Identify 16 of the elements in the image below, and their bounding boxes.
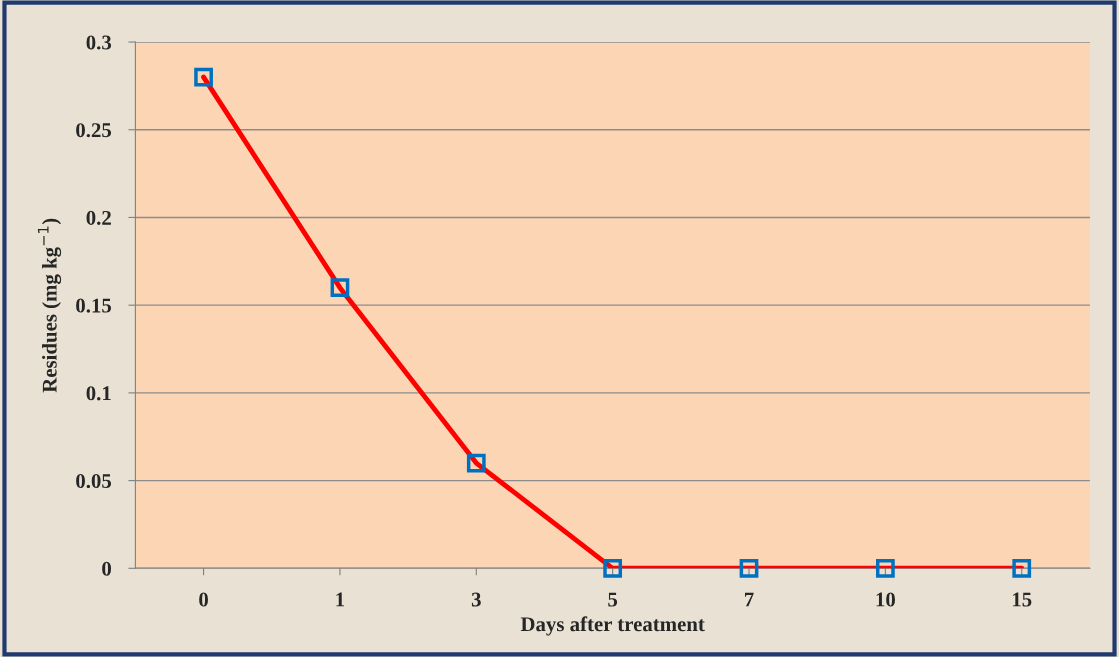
y-tick-label: 0.15 [76,298,112,313]
y-axis-title: Residues (mg kg$^{−1}$) [37,218,62,393]
x-tick-label: 10 [876,592,895,607]
y-tick-label: 0.05 [76,473,112,489]
x-tick-label: 15 [1012,592,1032,607]
y-tick-label: 0.2 [86,210,111,225]
y-tick-label: 0.25 [76,123,112,138]
x-axis-title: Days after treatment [520,616,705,636]
x-tick-label: 1 [336,592,345,607]
y-tick-label: 0.1 [86,386,111,401]
x-tick-label: 0 [199,592,208,607]
y-tick-label: 0.3 [86,35,112,50]
x-tick-label: 3 [471,592,481,607]
x-tick-label: 7 [744,592,754,607]
x-tick-label: 5 [608,592,618,607]
y-tick-label: 0 [102,561,111,576]
